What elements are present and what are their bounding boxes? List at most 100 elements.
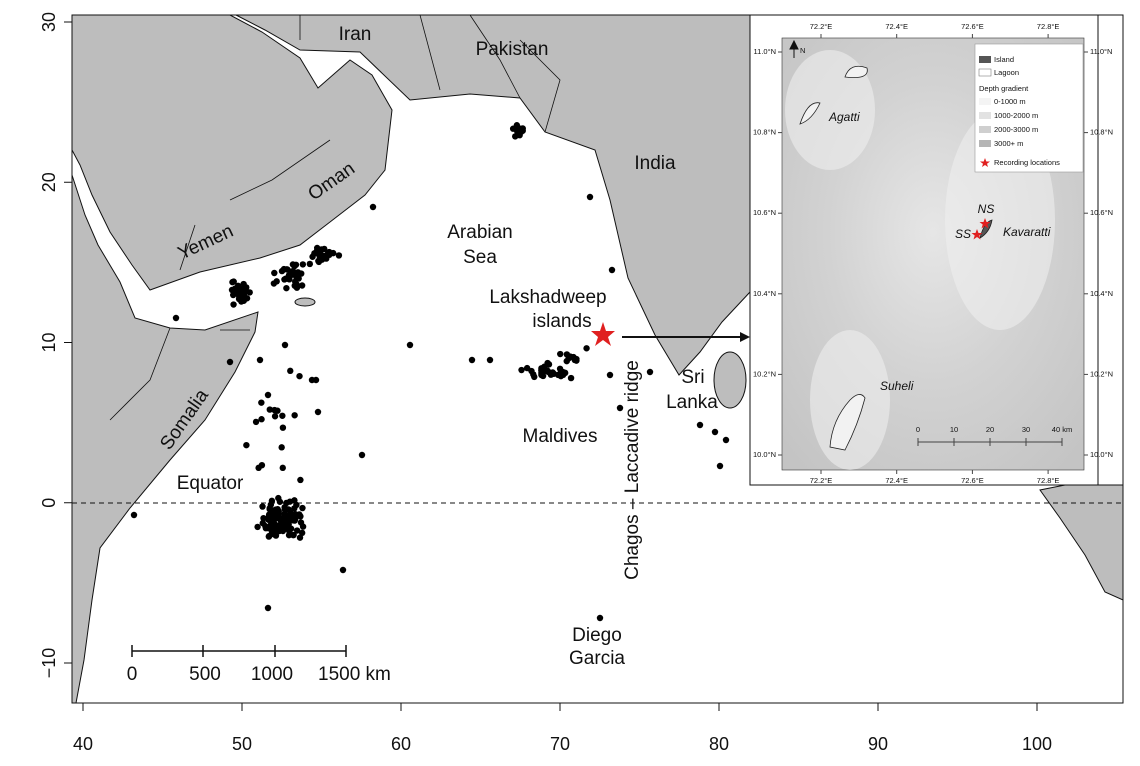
observation-dot [172, 314, 180, 322]
y-tick-label: 30 [39, 12, 59, 32]
land-arabia [71, 14, 393, 291]
observation-dot [241, 293, 248, 301]
observation-dot [252, 418, 260, 426]
observation-dot [556, 365, 564, 373]
observation-dot [287, 509, 294, 517]
legend-star [980, 158, 990, 167]
observation-dot [646, 368, 654, 376]
place-label: Pakistan [476, 39, 549, 60]
observation-dot [293, 284, 301, 291]
north-arrow [789, 39, 799, 58]
observation-dot [320, 253, 327, 260]
inset-x-tick-label: 72.4°E [885, 476, 908, 485]
inset-y-tick-label: 10.8°N [753, 128, 776, 137]
observation-dot [696, 421, 704, 429]
observation-dot [291, 505, 298, 512]
observation-dot [281, 341, 289, 349]
observation-dot [711, 428, 719, 436]
observation-dot [369, 203, 377, 211]
legend-label: Lagoon [994, 68, 1019, 77]
observation-dot [289, 268, 296, 275]
x-tick-label: 80 [709, 734, 729, 754]
observation-dot [279, 464, 286, 472]
observation-dot [258, 416, 265, 423]
scale-label: 1000 [251, 664, 293, 685]
scale-label: 0 [916, 425, 920, 434]
observation-dot [314, 408, 322, 416]
inset-axes: 72.2°E 72.2°E 72.4°E 72.4°E 72.6°E 72.6°E 72.8… [753, 22, 1113, 485]
observation-dot [266, 406, 274, 413]
inset-y-tick-label: 11.0°N [1090, 47, 1112, 56]
observation-dot [468, 356, 476, 364]
island-label: Kavaratti [1003, 225, 1051, 239]
observation-dot [298, 282, 306, 289]
scale-bar [131, 645, 347, 657]
land-africa [71, 174, 259, 704]
observation-dot [586, 193, 594, 201]
observation-dot [287, 514, 295, 522]
observation-dot [258, 399, 265, 406]
observation-dot [259, 519, 266, 527]
inset-x-tick-label: 72.8°E [1037, 476, 1060, 485]
legend-swatch [979, 126, 991, 133]
observation-dot [292, 511, 299, 518]
inset-y-tick-label: 10.4°N [1090, 289, 1113, 298]
inset-x-tick-label: 72.2°E [810, 476, 833, 485]
observation-dot [583, 345, 590, 352]
observation-dot [130, 511, 138, 519]
observation-dot [264, 604, 272, 612]
inset-y-tick-label: 10.6°N [753, 208, 776, 217]
observation-dot [271, 269, 278, 277]
inset-y-tick-label: 10.6°N [1090, 208, 1113, 217]
land-asia [235, 14, 751, 376]
recording-ns [979, 218, 991, 229]
observation-dot [259, 503, 266, 510]
observation-dot [312, 376, 320, 384]
observation-dot [254, 523, 261, 531]
observation-dot [243, 441, 250, 449]
x-tick-label: 100 [1022, 734, 1052, 754]
place-label: Chagos – Laccadive ridge [622, 360, 643, 580]
observation-dot [275, 510, 282, 517]
observation-dot [276, 526, 283, 533]
observation-dot [297, 513, 304, 520]
observation-dot [293, 527, 301, 534]
observation-dot [290, 531, 297, 539]
observation-dot [291, 262, 298, 270]
land-sri-lanka [713, 351, 747, 409]
site-label: SS [955, 227, 971, 241]
observation-dot [298, 529, 306, 537]
inset-x-tick-label: 72.2°E [810, 22, 833, 31]
observation-dot [544, 359, 551, 367]
observation-dot [722, 436, 730, 444]
observation-dot [228, 286, 236, 294]
island-agatti [799, 102, 821, 125]
inset-shallow [785, 50, 875, 170]
place-label: islands [532, 311, 591, 332]
observation-dot [513, 122, 521, 129]
scale-label: 10 [950, 425, 958, 434]
observation-dot [716, 462, 724, 470]
observation-dot [264, 391, 272, 399]
observation-dot [255, 464, 262, 472]
legend-swatch [979, 98, 991, 105]
legend-label: Recording locations [994, 158, 1060, 167]
observation-dot [267, 515, 275, 523]
arrow-head [740, 332, 750, 342]
observation-dot [296, 372, 303, 380]
place-label: Maldives [523, 426, 598, 447]
inset-y-tick-label: 10.0°N [753, 450, 776, 459]
observation-dot [295, 275, 302, 282]
observation-dot [281, 276, 288, 283]
place-label: Sri [681, 367, 704, 388]
place-label: Lakshadweep [489, 287, 606, 308]
observation-dot [335, 252, 343, 259]
observation-dot [260, 514, 267, 522]
observation-dot [299, 261, 307, 268]
observation-dot [557, 350, 564, 358]
observation-dot [616, 404, 624, 412]
island-suheli [829, 394, 866, 451]
observation-dot [266, 504, 273, 512]
legend-box [974, 43, 1084, 173]
observation-dot [294, 269, 302, 276]
